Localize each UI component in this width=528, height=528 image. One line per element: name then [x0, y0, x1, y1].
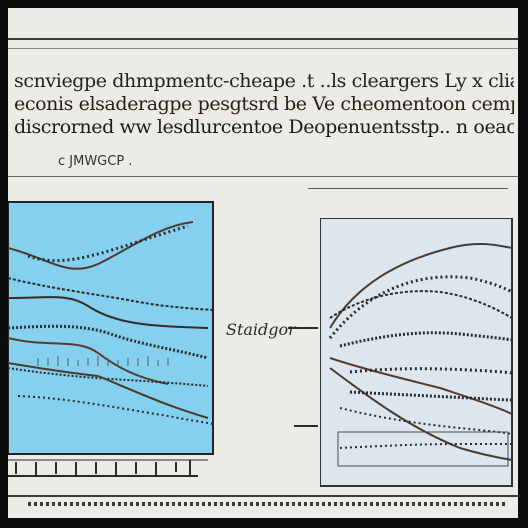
text-line-1: scnviegpe dhmpmentc-cheape .t ..ls clear… [14, 70, 514, 92]
right-curve-4 [339, 331, 513, 348]
right-curve-9 [339, 407, 513, 435]
right-curve-3 [329, 290, 513, 319]
bottom-axis [8, 459, 208, 477]
caption: c JMWGCP . [58, 154, 133, 169]
text-block: scnviegpe dhmpmentc-cheape .t ..ls clear… [14, 70, 514, 139]
left-curve-5 [8, 337, 169, 385]
right-curve-1 [329, 243, 513, 329]
left-plot-panel [8, 201, 214, 455]
panel-connector [288, 327, 318, 329]
left-curve-6 [8, 367, 209, 387]
header-rule-light [8, 48, 518, 49]
right-curve-10 [339, 443, 512, 449]
right-bottom-box [337, 431, 509, 467]
right-curve-7 [329, 367, 513, 461]
text-line-3: discrorned ww lesdlurcentoe Deopenuentss… [14, 116, 514, 138]
bottom-tick-marks [15, 460, 191, 476]
right-curve-6 [349, 367, 513, 375]
left-panel-background [8, 201, 214, 455]
middle-label: Staidgor [226, 320, 296, 339]
right-panel-background [320, 218, 513, 487]
left-tick-band [37, 356, 169, 366]
left-curve-4 [8, 324, 209, 360]
left-curve-8 [17, 395, 214, 425]
top-rule [8, 38, 518, 40]
left-curve-3 [8, 296, 209, 329]
right-curve-2 [328, 275, 513, 339]
left-curve-1-dots [27, 224, 189, 263]
section-rule [8, 176, 518, 177]
document-frame: scnviegpe dhmpmentc-cheape .t ..ls clear… [8, 8, 518, 518]
left-curve-7 [8, 362, 209, 419]
section-rule-short [308, 188, 508, 189]
left-curve-2 [8, 277, 214, 311]
bottom-dash-strip [8, 495, 518, 506]
right-curve-5 [329, 357, 513, 415]
panel-connector-lower [294, 425, 318, 427]
text-line-2: econis elsaderagpe pesgtsrd be Ve cheome… [14, 93, 514, 115]
right-plot-panel [320, 218, 513, 487]
